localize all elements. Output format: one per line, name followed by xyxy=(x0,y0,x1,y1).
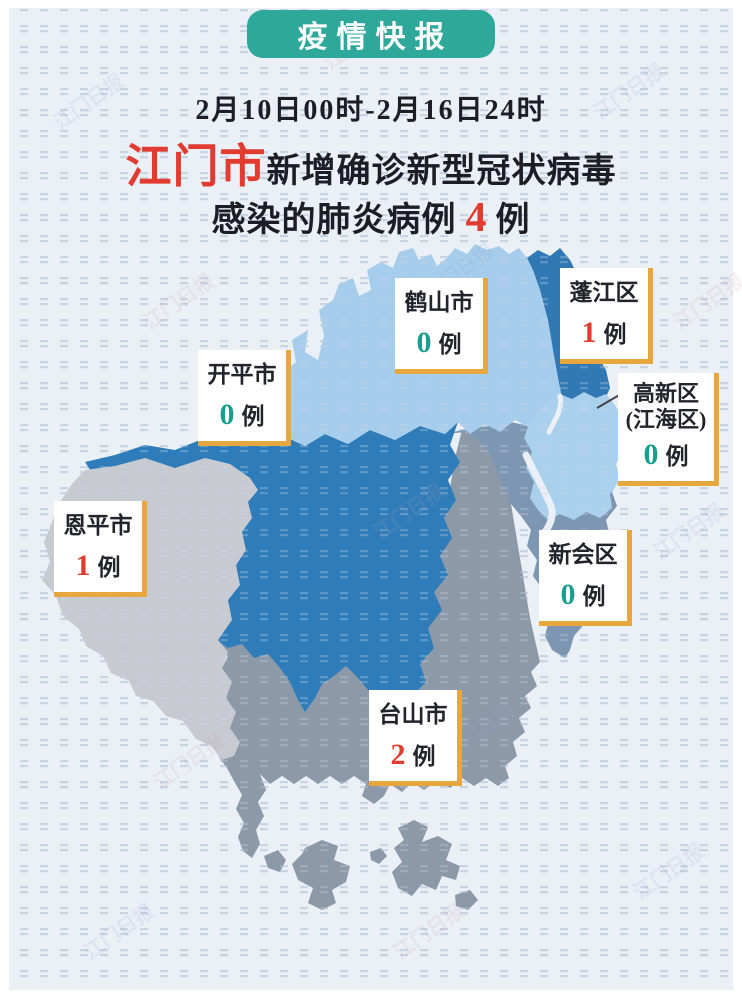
region-name: 高新区 xyxy=(632,381,699,406)
case-unit: 例 xyxy=(438,331,462,357)
region-name: 蓬江区 xyxy=(569,280,639,305)
region-name-sub: (江海区) xyxy=(625,406,707,432)
region-case-count: 0 xyxy=(560,577,576,611)
region-case-count: 0 xyxy=(416,325,432,359)
region-name: 开平市 xyxy=(207,362,277,387)
case-unit: 例 xyxy=(665,443,689,469)
region-case-count: 1 xyxy=(75,548,91,582)
region-case-count: 0 xyxy=(219,397,235,431)
case-unit: 例 xyxy=(97,554,121,580)
region-name: 台山市 xyxy=(378,702,448,727)
headline-line2: 感染的肺炎病例 4 例 xyxy=(0,192,742,242)
case-unit: 例 xyxy=(603,321,627,347)
headline-line1: 江门市 新增确诊新型冠状病毒 xyxy=(0,130,742,196)
city-name: 江门市 xyxy=(125,141,267,192)
header-banner: 疫情快报 xyxy=(247,10,495,58)
gaoxin-label-connector-line xyxy=(596,393,622,409)
date-range: 2月10日00时-2月16日24时 xyxy=(195,95,547,126)
region-name: 鹤山市 xyxy=(404,290,474,315)
region-case-count: 0 xyxy=(643,437,659,471)
case-unit: 例 xyxy=(495,202,531,239)
headline-text: 新增确诊新型冠状病毒 xyxy=(266,153,617,190)
region-name: 新会区 xyxy=(548,542,618,567)
region-case-count: 1 xyxy=(581,315,597,349)
total-case-count: 4 xyxy=(465,195,487,241)
region-case-count: 2 xyxy=(390,737,406,771)
region-name: 恩平市 xyxy=(63,513,133,538)
banner-title: 疫情快报 xyxy=(297,21,454,54)
case-unit: 例 xyxy=(241,403,265,429)
headline-line2-prefix: 感染的肺炎病例 xyxy=(211,202,457,239)
case-unit: 例 xyxy=(582,583,606,609)
case-unit: 例 xyxy=(412,743,436,769)
